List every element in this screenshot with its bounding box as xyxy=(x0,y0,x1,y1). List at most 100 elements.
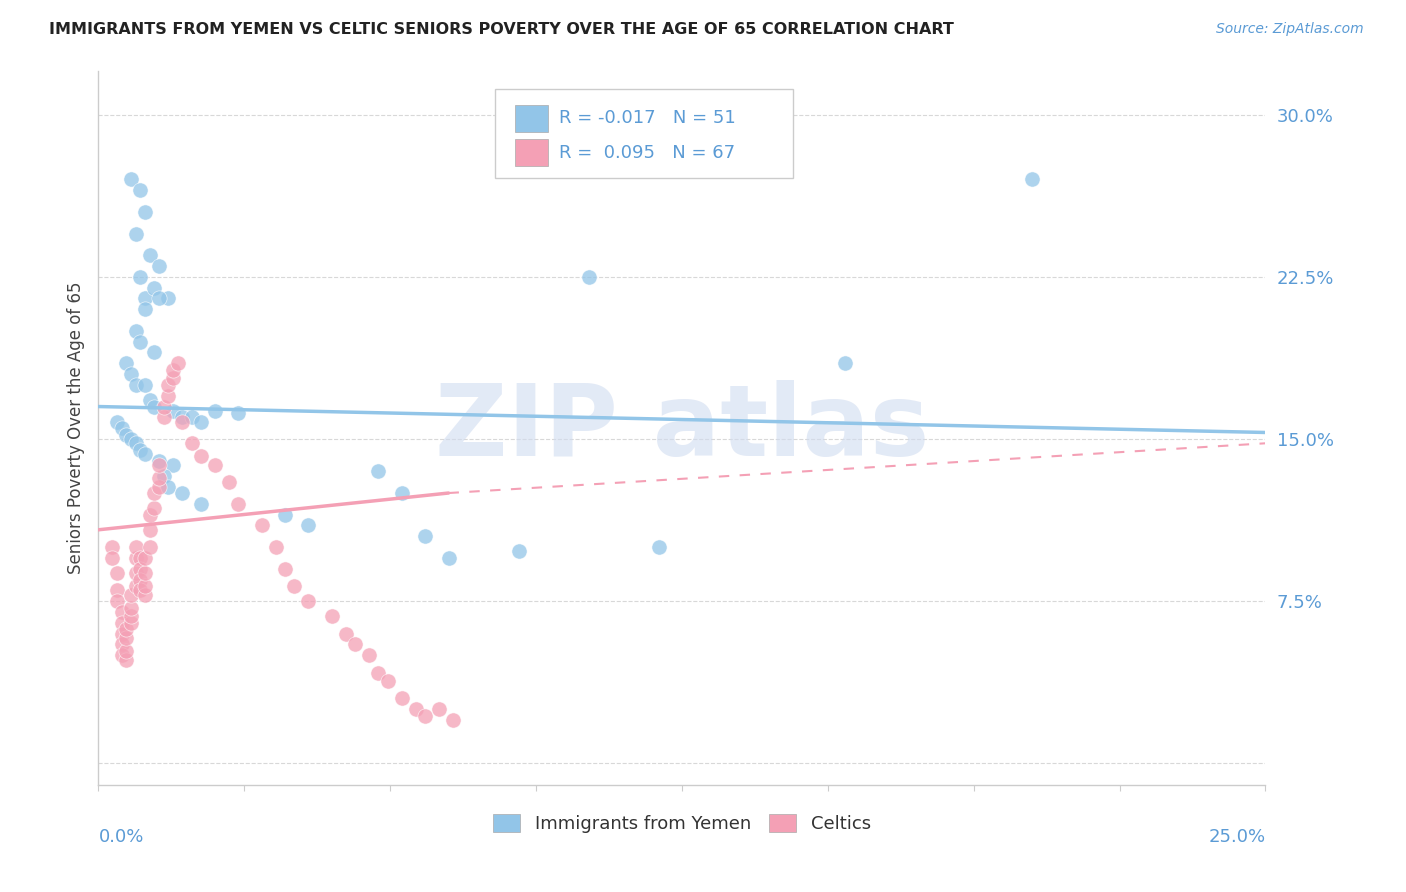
Point xyxy=(172,486,194,500)
Point xyxy=(405,702,427,716)
Point xyxy=(162,371,184,385)
Point xyxy=(129,269,152,284)
Point xyxy=(111,648,134,663)
Point xyxy=(162,404,184,418)
Point xyxy=(148,458,170,472)
Point xyxy=(105,566,128,580)
Y-axis label: Seniors Poverty Over the Age of 65: Seniors Poverty Over the Age of 65 xyxy=(66,282,84,574)
Point xyxy=(391,486,413,500)
Point xyxy=(129,183,152,197)
Point xyxy=(115,644,138,658)
Text: Source: ZipAtlas.com: Source: ZipAtlas.com xyxy=(1216,22,1364,37)
Point xyxy=(134,205,156,219)
Point xyxy=(437,550,460,565)
Point xyxy=(377,674,399,689)
Point xyxy=(148,292,170,306)
Point xyxy=(148,471,170,485)
Point xyxy=(297,594,319,608)
Point xyxy=(152,468,174,483)
Point xyxy=(148,259,170,273)
Point xyxy=(264,540,287,554)
Point xyxy=(148,453,170,467)
Text: R =  0.095   N = 67: R = 0.095 N = 67 xyxy=(560,144,735,161)
Point xyxy=(125,436,148,450)
Point xyxy=(180,436,202,450)
Point xyxy=(283,579,305,593)
Point xyxy=(157,378,180,392)
Point xyxy=(190,415,212,429)
Point xyxy=(152,400,174,414)
Point xyxy=(125,579,148,593)
Point xyxy=(143,280,166,294)
Point xyxy=(105,594,128,608)
Point xyxy=(115,631,138,645)
Point xyxy=(134,566,156,580)
Point xyxy=(834,356,856,370)
Point xyxy=(134,550,156,565)
Point xyxy=(344,637,367,651)
Point xyxy=(105,415,128,429)
Point xyxy=(101,550,124,565)
Point xyxy=(111,615,134,630)
Point xyxy=(120,367,142,381)
Point xyxy=(111,605,134,619)
Point xyxy=(139,540,162,554)
Text: R = -0.017   N = 51: R = -0.017 N = 51 xyxy=(560,110,737,128)
Point xyxy=(115,652,138,666)
Text: 0.0%: 0.0% xyxy=(98,828,143,846)
FancyBboxPatch shape xyxy=(515,139,548,166)
Point xyxy=(162,363,184,377)
Point xyxy=(204,404,226,418)
Point xyxy=(391,691,413,706)
Point xyxy=(125,550,148,565)
Point xyxy=(228,406,250,420)
Point xyxy=(413,529,436,543)
Point xyxy=(228,497,250,511)
Point xyxy=(129,573,152,587)
Point xyxy=(125,324,148,338)
Point xyxy=(125,378,148,392)
Point xyxy=(578,269,600,284)
Point xyxy=(367,665,389,680)
Point xyxy=(162,458,184,472)
Point xyxy=(172,415,194,429)
Point xyxy=(134,292,156,306)
Text: IMMIGRANTS FROM YEMEN VS CELTIC SENIORS POVERTY OVER THE AGE OF 65 CORRELATION C: IMMIGRANTS FROM YEMEN VS CELTIC SENIORS … xyxy=(49,22,955,37)
Point xyxy=(157,292,180,306)
Point xyxy=(427,702,450,716)
Point xyxy=(129,562,152,576)
Point xyxy=(120,615,142,630)
Point xyxy=(111,637,134,651)
Point xyxy=(152,410,174,425)
Point xyxy=(441,713,464,727)
Point xyxy=(120,609,142,624)
Point xyxy=(125,540,148,554)
Point xyxy=(134,302,156,317)
Point xyxy=(120,588,142,602)
FancyBboxPatch shape xyxy=(495,89,793,178)
Point xyxy=(111,626,134,640)
Point xyxy=(190,450,212,464)
Point xyxy=(134,588,156,602)
Point xyxy=(297,518,319,533)
Point xyxy=(115,622,138,636)
Point xyxy=(180,410,202,425)
Point xyxy=(157,389,180,403)
Point xyxy=(143,501,166,516)
Point xyxy=(129,334,152,349)
Text: 25.0%: 25.0% xyxy=(1208,828,1265,846)
Point xyxy=(321,609,343,624)
Point xyxy=(129,442,152,457)
Point xyxy=(111,421,134,435)
Point xyxy=(367,464,389,478)
Point xyxy=(166,356,188,370)
Point xyxy=(105,583,128,598)
Point xyxy=(120,172,142,186)
Point xyxy=(1021,172,1043,186)
Point xyxy=(148,479,170,493)
Point xyxy=(125,227,148,241)
Point xyxy=(274,508,297,522)
Point xyxy=(172,410,194,425)
Point xyxy=(139,523,162,537)
Point xyxy=(157,479,180,493)
